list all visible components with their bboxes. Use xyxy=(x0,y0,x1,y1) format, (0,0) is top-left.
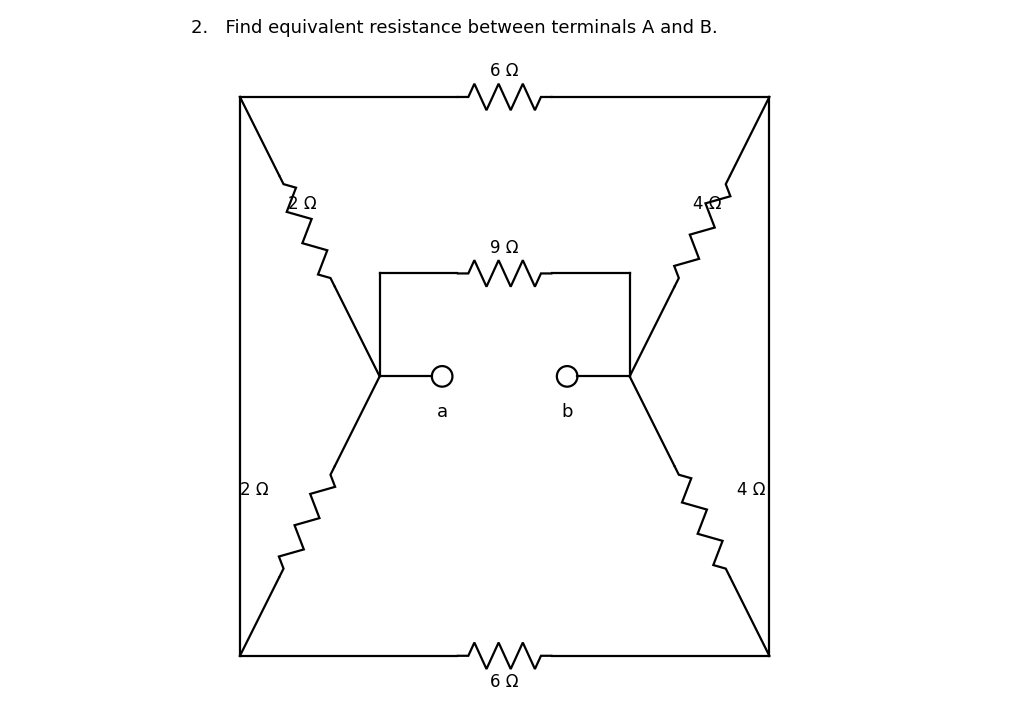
Text: 2 Ω: 2 Ω xyxy=(241,481,269,499)
Text: 4 Ω: 4 Ω xyxy=(692,195,721,213)
Text: 2.   Find equivalent resistance between terminals A and B.: 2. Find equivalent resistance between te… xyxy=(191,19,718,37)
Text: a: a xyxy=(436,403,447,421)
Text: 4 Ω: 4 Ω xyxy=(736,481,765,499)
Text: 6 Ω: 6 Ω xyxy=(490,672,519,690)
Text: 2 Ω: 2 Ω xyxy=(288,195,316,213)
Text: 6 Ω: 6 Ω xyxy=(490,62,519,80)
Text: b: b xyxy=(561,403,572,421)
Text: 9 Ω: 9 Ω xyxy=(490,238,519,257)
